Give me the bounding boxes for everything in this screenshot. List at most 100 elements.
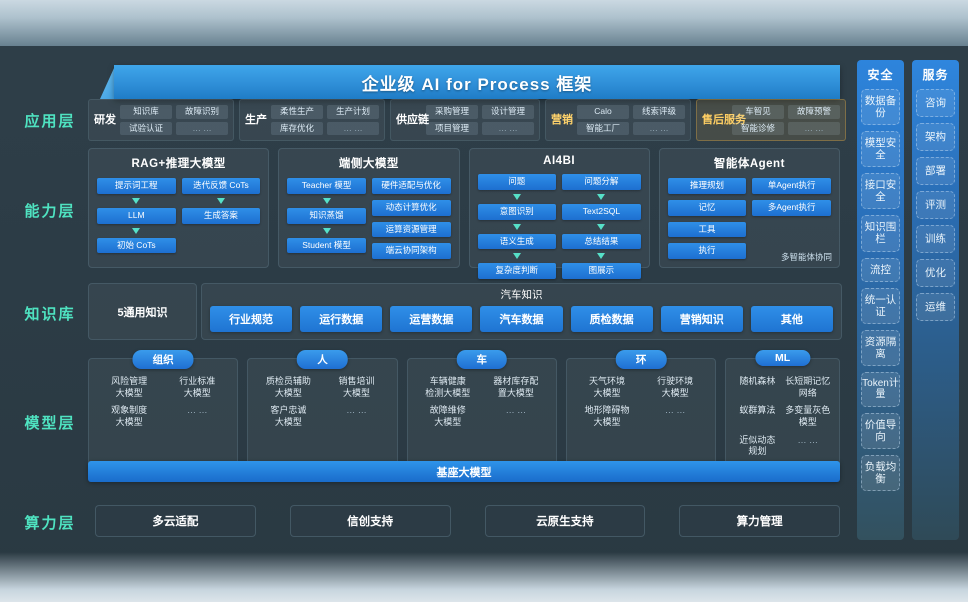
service-rail-item[interactable]: 部署 — [916, 157, 955, 186]
service-rail-item[interactable]: 训练 — [916, 225, 955, 254]
model-item[interactable]: 随机森林 — [739, 376, 776, 386]
capability-node[interactable]: Student 模型 — [287, 237, 366, 254]
application-cell[interactable]: 故障预警 — [788, 104, 840, 119]
security-rail-item[interactable]: 模型安全 — [861, 131, 900, 168]
capability-node[interactable]: 记忆 — [667, 199, 747, 216]
model-item[interactable]: 风险管理 大模型 — [111, 376, 148, 398]
application-cell[interactable]: 采购管理 — [426, 104, 478, 119]
application-cell[interactable]: … … — [633, 121, 685, 136]
capability-node[interactable]: 工具 — [667, 221, 747, 238]
knowledge-chip[interactable]: 营销知识 — [660, 306, 743, 332]
knowledge-chip[interactable]: 运行数据 — [300, 306, 383, 332]
capability-node[interactable]: 知识蒸馏 — [287, 207, 366, 224]
model-item[interactable]: 蚁群算法 — [739, 405, 776, 416]
capability-panel[interactable]: AI4BI 问题 意图识别 语义生成 复杂度判断 问题分解 Text2SQL 总结结果 图展示 — [468, 148, 650, 280]
knowledge-chip[interactable]: 其他 — [750, 306, 833, 332]
application-group[interactable]: 研发 知识库 试验认证 故障识别 … … — [88, 99, 234, 141]
capability-panel[interactable]: 智能体Agent 推理规划 记忆 工具 执行 单Agent执行 多Agent执行 多智能体协同 — [658, 148, 840, 268]
model-item[interactable]: … … — [505, 405, 527, 416]
capability-node[interactable]: LLM — [97, 207, 176, 224]
capability-node[interactable]: 迭代反馈 CoTs — [181, 178, 261, 194]
capability-node[interactable]: 提示词工程 — [97, 178, 176, 194]
application-group[interactable]: 生产 柔性生产 库存优化 生产计划 … … — [239, 99, 385, 141]
model-item[interactable]: 近似动态 规划 — [739, 434, 776, 457]
security-rail-item[interactable]: 接口安全 — [861, 173, 900, 210]
capability-node[interactable]: 语义生成 — [477, 233, 557, 250]
application-cell[interactable]: 试验认证 — [120, 121, 172, 136]
application-cell[interactable]: 智能工厂 — [577, 121, 629, 136]
compute-box[interactable]: 多云适配 — [95, 505, 256, 537]
model-item[interactable]: 销售培训 大模型 — [338, 376, 375, 398]
model-item[interactable]: 质检员辅助 大模型 — [265, 376, 311, 398]
capability-node[interactable]: 意图识别 — [477, 203, 557, 220]
application-cell[interactable]: 项目管理 — [426, 121, 478, 136]
model-item[interactable]: 行业标准 大模型 — [179, 376, 216, 398]
knowledge-chip[interactable]: 运营数据 — [390, 306, 473, 332]
capability-node[interactable]: 动态计算优化 — [371, 199, 451, 216]
service-rail-item[interactable]: 架构 — [916, 123, 955, 152]
security-rail-item[interactable]: 流控 — [861, 257, 900, 282]
security-rail-item[interactable]: 统一认证 — [861, 287, 900, 324]
security-rail-item[interactable]: 价值导向 — [861, 412, 900, 449]
security-rail-item[interactable]: 知识围栏 — [861, 215, 900, 252]
compute-box[interactable]: 算力管理 — [679, 505, 840, 537]
security-rail-item[interactable]: 数据备份 — [861, 89, 900, 126]
capability-node[interactable]: 单Agent执行 — [752, 178, 831, 194]
capability-node[interactable]: Text2SQL — [562, 203, 641, 220]
model-item[interactable]: 地形障碍物 大模型 — [584, 405, 630, 428]
model-item[interactable]: 客户忠诚 大模型 — [270, 405, 307, 428]
capability-node[interactable]: 总结结果 — [562, 233, 641, 250]
knowledge-chip[interactable]: 汽车数据 — [480, 306, 563, 332]
application-cell[interactable]: 柔性生产 — [271, 104, 323, 119]
knowledge-chip[interactable]: 质检数据 — [570, 306, 653, 332]
capability-node[interactable]: 初始 CoTs — [97, 237, 176, 254]
model-item[interactable]: … … — [664, 405, 686, 416]
capability-node[interactable]: 端云协同架构 — [371, 243, 451, 260]
knowledge-chip[interactable]: 行业规范 — [210, 306, 293, 332]
application-cell[interactable]: 库存优化 — [271, 121, 323, 136]
capability-node[interactable]: 多Agent执行 — [752, 199, 831, 216]
application-cell[interactable]: 故障识别 — [176, 104, 228, 119]
application-cell[interactable]: … … — [327, 121, 379, 136]
service-rail-item[interactable]: 运维 — [916, 293, 955, 322]
model-item[interactable]: 行驶环境 大模型 — [657, 376, 694, 398]
capability-node[interactable]: 问题 — [477, 174, 557, 190]
compute-box[interactable]: 云原生支持 — [484, 505, 646, 537]
security-rail-item[interactable]: 资源隔离 — [861, 329, 900, 366]
capability-panel[interactable]: RAG+推理大模型 提示词工程 LLM 初始 CoTs 迭代反馈 CoTs 生成答案 — [88, 148, 270, 268]
application-cell[interactable]: … … — [482, 121, 534, 136]
application-cell[interactable]: 线索评级 — [633, 104, 685, 119]
security-rail-item[interactable]: 负载均衡 — [861, 454, 900, 492]
service-rail-item[interactable]: 咨询 — [916, 89, 955, 118]
capability-node[interactable]: 生成答案 — [181, 207, 261, 224]
capability-node[interactable]: 运算资源管理 — [371, 221, 451, 238]
service-rail-item[interactable]: 评测 — [916, 191, 955, 220]
application-group[interactable]: 营销 Calo 智能工厂 线索评级 … … — [545, 99, 691, 141]
service-rail-item[interactable]: 优化 — [916, 259, 955, 288]
application-cell[interactable]: … … — [788, 121, 840, 136]
application-group[interactable]: 供应链 采购管理 项目管理 设计管理 … … — [390, 99, 540, 141]
model-item[interactable]: 长短期记忆 网络 — [785, 376, 831, 398]
capability-node[interactable]: 问题分解 — [562, 174, 641, 190]
model-item[interactable]: 天气环境 大模型 — [589, 376, 626, 398]
capability-node[interactable]: 复杂度判断 — [477, 263, 557, 280]
model-item[interactable]: … … — [186, 405, 208, 416]
capability-node[interactable]: Teacher 模型 — [287, 178, 366, 194]
application-cell[interactable]: … … — [176, 121, 228, 136]
application-cell[interactable]: Calo — [577, 104, 629, 119]
model-item[interactable]: 多变量灰色 模型 — [785, 405, 831, 428]
application-group[interactable]: 售后服务 车智见 智能诊修 故障预警 … … — [696, 99, 846, 141]
model-item[interactable]: 器材库存配 置大模型 — [493, 376, 539, 398]
application-cell[interactable]: 智能诊修 — [732, 121, 784, 136]
security-rail-item[interactable]: Token计量 — [861, 371, 900, 407]
capability-node[interactable]: 执行 — [667, 243, 747, 260]
model-item[interactable]: 观象制度 大模型 — [111, 405, 148, 428]
application-cell[interactable]: 设计管理 — [482, 104, 534, 119]
model-item[interactable]: 车辆健康 检测大模型 — [425, 376, 471, 398]
capability-panel[interactable]: 端侧大模型 Teacher 模型 知识蒸馏 Student 模型 硬件适配与优化 动态计算… — [278, 148, 460, 268]
compute-box[interactable]: 信创支持 — [289, 505, 451, 537]
model-item[interactable]: … … — [797, 434, 819, 445]
application-cell[interactable]: 生产计划 — [327, 104, 379, 119]
capability-node[interactable]: 硬件适配与优化 — [371, 178, 451, 194]
capability-node[interactable]: 推理规划 — [667, 178, 747, 194]
